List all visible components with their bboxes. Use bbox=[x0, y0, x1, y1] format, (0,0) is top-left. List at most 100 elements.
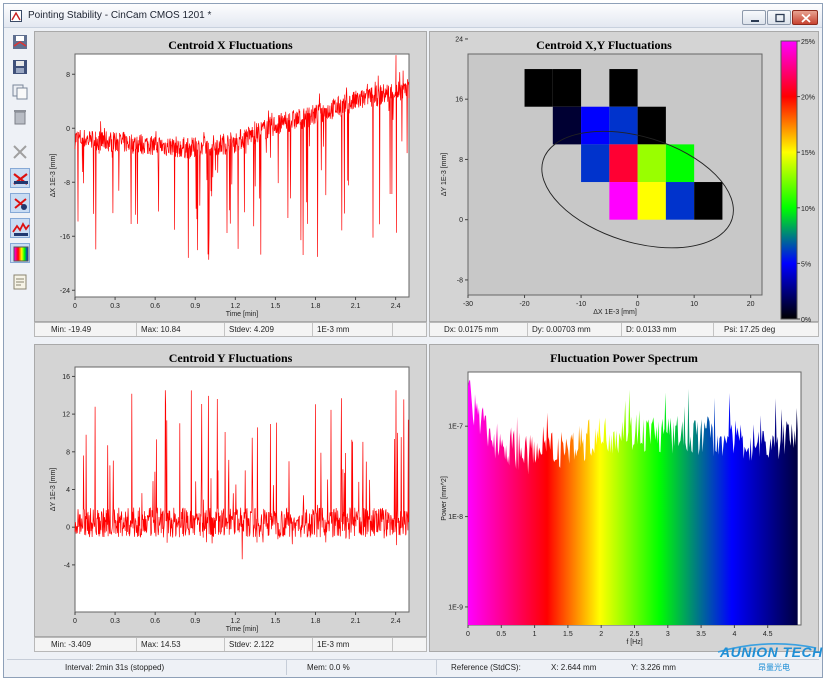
centroid-cross-button[interactable] bbox=[10, 168, 30, 188]
heatmap-cell bbox=[609, 144, 638, 183]
ps-xtick-label: 0 bbox=[466, 631, 470, 638]
logo-text: AUNION TECH bbox=[720, 644, 823, 660]
close-icon bbox=[801, 13, 811, 23]
copy-button[interactable] bbox=[10, 82, 30, 102]
colorbar-label: 5% bbox=[801, 261, 811, 268]
heatmap-cell bbox=[552, 69, 582, 107]
window-title: Pointing Stability - CinCam CMOS 1201 * bbox=[28, 10, 212, 21]
heatmap-cell bbox=[637, 182, 666, 220]
ps-xtick-label: 1.5 bbox=[563, 631, 573, 638]
heatmap-cell bbox=[665, 144, 695, 183]
centroid-y-panel: Centroid Y Fluctuations 0 0.3 0.6 0.9 1.2 1.5… bbox=[34, 344, 427, 637]
centroid-x-panel: Centroid X Fluctuations 0 0.3 0.6 0.9 1.2 1.5… bbox=[34, 31, 427, 322]
centroid-y-title: Centroid Y Fluctuations bbox=[168, 351, 293, 365]
heatmap-cell bbox=[524, 69, 553, 107]
logo-swoosh bbox=[717, 643, 817, 653]
centroid-y-xtick-label: 2.4 bbox=[391, 618, 401, 625]
reference-x: X: 2.644 mm bbox=[551, 663, 597, 672]
minimize-icon bbox=[751, 20, 759, 22]
centroid-y-xtick-label: 0.6 bbox=[150, 618, 160, 625]
centroid-x-xtick-label: 0.3 bbox=[110, 303, 120, 310]
color-palette-icon bbox=[13, 246, 29, 262]
ps-xtick-label: 0.5 bbox=[496, 631, 506, 638]
report-button[interactable] bbox=[10, 272, 30, 292]
status-bar: Interval: 2min 31s (stopped) Mem: 0.0 % … bbox=[7, 659, 819, 675]
heatmap-cell bbox=[637, 144, 666, 183]
psi-value: Psi: 17.25 deg bbox=[724, 325, 776, 334]
ps-ylabel: Power [mm^2] bbox=[441, 476, 448, 521]
centroid-y-xtick-label: 1.8 bbox=[311, 618, 321, 625]
ps-xtick-label: 3.5 bbox=[696, 631, 706, 638]
centroid-y-ytick-label: 0 bbox=[66, 525, 70, 532]
heatmap-cell bbox=[609, 106, 638, 145]
centroid-x-xtick-label: 0.6 bbox=[150, 303, 160, 310]
colorbar-label: 0% bbox=[801, 317, 811, 323]
centroid-xy-plot[interactable]: -30 -20 -10 0 10 20 24 16 8 0 -8 ΔX 1E-3 [mm] ΔY 1E-… bbox=[430, 32, 820, 323]
fluctuation-icon bbox=[12, 222, 30, 236]
open-file-button[interactable] bbox=[10, 32, 30, 52]
centroid-x-xtick-label: 0.9 bbox=[190, 303, 200, 310]
x-unit-value: 1E-3 mm bbox=[313, 323, 393, 336]
reference-label: Reference (StdCS): bbox=[451, 663, 521, 672]
heatmap-cell bbox=[609, 69, 638, 107]
centroid-x-xtick-label: 1.2 bbox=[230, 303, 240, 310]
xy-xtick-label: 20 bbox=[747, 301, 755, 308]
xy-xtick-label: 0 bbox=[636, 301, 640, 308]
open-file-icon bbox=[13, 35, 27, 49]
d-value: D: 0.0133 mm bbox=[622, 323, 714, 336]
heatmap-cell bbox=[552, 106, 582, 145]
centroid-y-xtick-label: 0.3 bbox=[110, 618, 120, 625]
xy-ytick-label: -8 bbox=[457, 277, 463, 284]
y-stdev-value: Stdev: 2.122 bbox=[225, 638, 313, 651]
power-spectrum-plot[interactable]: 0 0.5 1 1.5 2 2.5 3 3.5 4 4.5 1E-7 1E-8 1E-9 f [Hz] Po… bbox=[430, 345, 820, 653]
centroid-x-title: Centroid X Fluctuations bbox=[168, 38, 293, 52]
save-icon bbox=[13, 60, 27, 74]
centroid-cross-icon bbox=[13, 173, 28, 185]
centroid-y-xtick-label: 0 bbox=[73, 618, 77, 625]
color-palette-button[interactable] bbox=[10, 243, 30, 263]
xy-ytick-label: 16 bbox=[455, 97, 463, 104]
close-button[interactable] bbox=[792, 10, 818, 25]
xy-ytick-label: 0 bbox=[459, 217, 463, 224]
heatmap-cell bbox=[581, 106, 610, 145]
centroid-offset-button[interactable] bbox=[10, 193, 30, 213]
centroid-x-ytick-label: 8 bbox=[66, 72, 70, 79]
centroid-x-ylabel: ΔX 1E-3 [mm] bbox=[50, 154, 57, 198]
app-window: Pointing Stability - CinCam CMOS 1201 * bbox=[3, 3, 823, 678]
dy-value: Dy: 0.00703 mm bbox=[528, 323, 622, 336]
power-spectrum-title: Fluctuation Power Spectrum bbox=[550, 351, 698, 365]
xy-xlabel: ΔX 1E-3 [mm] bbox=[593, 309, 637, 316]
colorbar-label: 15% bbox=[801, 150, 815, 157]
centroid-x-plot[interactable]: 00.30.60.91.21.51.82.12.41680-8-16-24Tim… bbox=[35, 32, 428, 323]
copy-icon bbox=[12, 84, 28, 100]
maximize-button[interactable] bbox=[767, 10, 791, 25]
centroid-x-xtick-label: 0 bbox=[73, 303, 77, 310]
dx-value: Dx: 0.0175 mm bbox=[440, 323, 528, 336]
title-bar[interactable]: Pointing Stability - CinCam CMOS 1201 * bbox=[4, 4, 822, 28]
ps-ytick-label: 1E-7 bbox=[448, 424, 463, 431]
report-icon bbox=[13, 274, 27, 290]
centroid-y-ytick-label: -4 bbox=[64, 562, 70, 569]
centroid-y-plot[interactable]: 0 0.3 0.6 0.9 1.2 1.5 1.8 2.1 2.4 16 12 8 4 0 -4 Time [… bbox=[35, 345, 428, 638]
centroid-x-xtick-label: 2.1 bbox=[351, 303, 361, 310]
fluctuation-button[interactable] bbox=[10, 218, 30, 238]
minimize-button[interactable] bbox=[742, 10, 766, 25]
ps-spectrum bbox=[468, 379, 798, 625]
centroid-x-ytick-label: -8 bbox=[64, 180, 70, 187]
centroid-y-xtick-label: 0.9 bbox=[190, 618, 200, 625]
interval-status: Interval: 2min 31s (stopped) bbox=[61, 660, 287, 675]
maximize-icon bbox=[775, 13, 785, 23]
delete-button[interactable] bbox=[10, 107, 30, 127]
centroid-y-xlabel: Time [min] bbox=[226, 626, 258, 633]
y-min-value: Min: -3.409 bbox=[47, 638, 137, 651]
heatmap-cell bbox=[581, 144, 610, 183]
power-spectrum-panel: Fluctuation Power Spectrum 0 0.5 1 1.5 2 2.5 3… bbox=[429, 344, 819, 652]
xy-xtick-label: -10 bbox=[576, 301, 586, 308]
toolbar bbox=[7, 32, 31, 652]
centroid-x-trace bbox=[74, 55, 410, 260]
centroid-x-plot-area bbox=[74, 53, 410, 298]
clear-button[interactable] bbox=[10, 142, 30, 162]
save-button[interactable] bbox=[10, 57, 30, 77]
centroid-xy-title: Centroid X,Y Fluctuations bbox=[536, 38, 672, 52]
centroid-x-info: Min: -19.49 Max: 10.84 Stdev: 4.209 1E-3… bbox=[34, 322, 427, 337]
